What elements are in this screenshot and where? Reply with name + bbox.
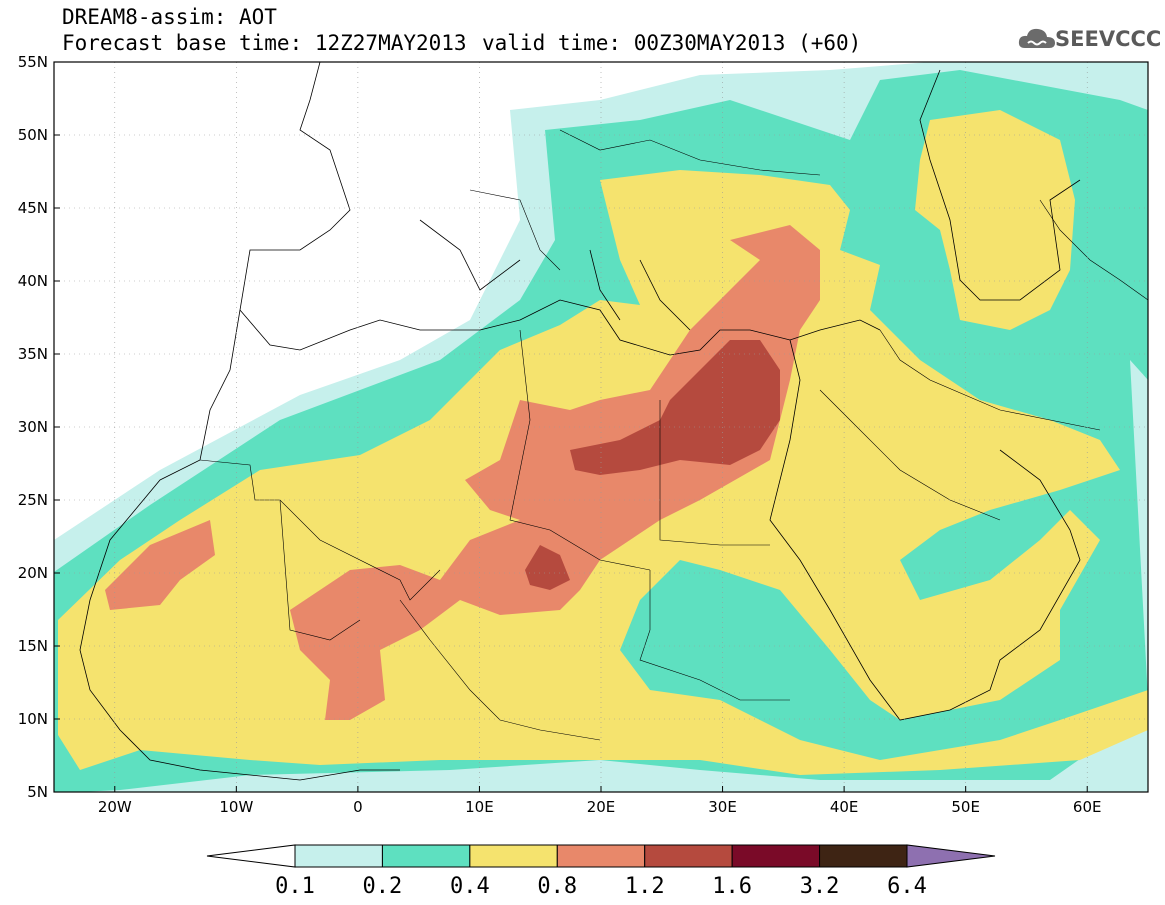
logo-text: SEEVCCC (1055, 27, 1162, 51)
colorbar-label: 1.2 (625, 874, 665, 899)
lat-label: 5N (27, 783, 48, 801)
aot-contour-0.4-caspian (915, 110, 1075, 330)
colorbar-label: 0.1 (275, 874, 315, 899)
lat-label: 45N (18, 199, 48, 217)
lon-label: 40E (830, 798, 859, 816)
lon-label: 0 (353, 798, 363, 816)
colorbar-over-triangle (906, 844, 996, 868)
gridlines (54, 62, 1148, 792)
lat-label: 40N (18, 272, 48, 290)
colorbar-segment (294, 844, 383, 868)
forecast-base-time: Forecast base time: 12Z27MAY2013 (62, 31, 467, 55)
lon-label: 60E (1073, 798, 1102, 816)
latitude-labels: 55N 50N 45N 40N 35N 30N 25N 20N 15N 10N 5N (18, 53, 48, 801)
colorbar (206, 844, 996, 868)
lat-label: 55N (18, 53, 48, 71)
colorbar-labels: 0.1 0.2 0.4 0.8 1.2 1.6 3.2 6.4 (275, 874, 927, 899)
colorbar-label: 0.2 (363, 874, 403, 899)
lon-label: 50E (951, 798, 980, 816)
axis-ticks (54, 61, 1088, 793)
country-borders (199, 129, 1148, 741)
colorbar-label: 1.6 (712, 874, 752, 899)
lat-label: 35N (18, 345, 48, 363)
colorbar-segment (556, 844, 646, 868)
aot-contour-0.8 (105, 225, 820, 720)
lat-label: 25N (18, 491, 48, 509)
colorbar-under-triangle (206, 844, 296, 868)
map-title: DREAM8-assim: AOT (62, 5, 277, 29)
valid-time: valid time: 00Z30MAY2013 (+60) (482, 31, 862, 55)
lat-label: 15N (18, 637, 48, 655)
seevccc-logo: SEEVCCC (1015, 20, 1161, 56)
lon-label: 30E (708, 798, 737, 816)
lon-label: 10W (219, 798, 253, 816)
colorbar-segment (381, 844, 471, 868)
colorbar-segment (644, 844, 733, 868)
colorbar-segment (819, 844, 908, 868)
colorbar-label: 0.8 (537, 874, 577, 899)
lat-label: 10N (18, 710, 48, 728)
lon-label: 20E (587, 798, 616, 816)
colorbar-segment (469, 844, 558, 868)
colorbar-label: 0.4 (450, 874, 490, 899)
colorbar-label: 6.4 (887, 874, 927, 899)
lon-label: 10E (465, 798, 494, 816)
colorbar-segment (731, 844, 821, 868)
lat-label: 50N (18, 126, 48, 144)
aot-contour-1.2 (525, 340, 780, 590)
colorbar-label: 3.2 (800, 874, 840, 899)
lon-label: 20W (98, 798, 132, 816)
lat-label: 30N (18, 418, 48, 436)
lat-label: 20N (18, 564, 48, 582)
longitude-labels: 20W 10W 0 10E 20E 30E 40E 50E 60E (98, 798, 1102, 816)
cloud-icon (1018, 28, 1055, 48)
coastlines (79, 62, 1081, 781)
